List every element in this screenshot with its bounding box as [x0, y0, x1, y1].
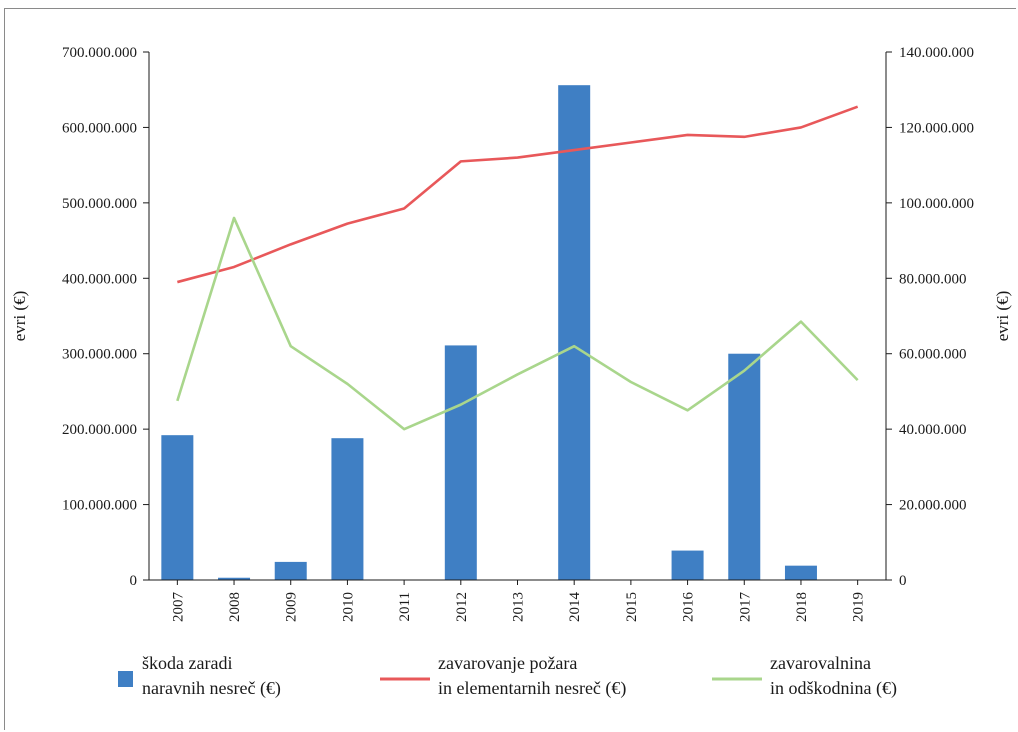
bar-2009 — [274, 561, 307, 580]
x-tick-label: 2017 — [737, 592, 753, 623]
bar-2016 — [671, 550, 704, 580]
x-tick-label: 2012 — [454, 592, 470, 622]
right-tick-label: 60.000.000 — [899, 347, 967, 363]
left-tick-label: 0 — [130, 573, 138, 589]
left-tick-label: 300.000.000 — [62, 347, 137, 363]
plot-area — [161, 85, 859, 580]
bar-2007 — [161, 435, 194, 580]
legend-swatch-bar — [118, 671, 133, 687]
right-tick-label: 120.000.000 — [899, 120, 974, 136]
line-series-1 — [177, 105, 859, 284]
x-tick-label: 2015 — [624, 592, 640, 622]
left-axis-title: evri (€) — [10, 291, 29, 342]
x-tick-label: 2007 — [170, 592, 186, 623]
left-tick-label: 100.000.000 — [62, 498, 137, 514]
bar-2014 — [558, 85, 591, 580]
x-tick-label: 2019 — [851, 592, 867, 622]
legend-label: škoda zaradi — [142, 653, 232, 673]
right-tick-label: 80.000.000 — [899, 271, 967, 287]
x-tick-label: 2013 — [511, 592, 527, 622]
bar-2017 — [728, 353, 761, 580]
x-tick-label: 2014 — [567, 592, 583, 623]
legend-label: naravnih nesreč (€) — [142, 678, 281, 699]
x-tick-label: 2016 — [681, 592, 697, 623]
x-tick-label: 2010 — [340, 592, 356, 622]
left-tick-label: 700.000.000 — [62, 45, 137, 61]
left-tick-label: 200.000.000 — [62, 422, 137, 438]
right-tick-label: 20.000.000 — [899, 498, 967, 514]
bar-2018 — [784, 565, 817, 580]
legend-label: in elementarnih nesreč (€) — [438, 678, 626, 699]
legend-label: zavarovanje požara — [438, 653, 577, 673]
legend: škoda zaradi naravnih nesreč (€) zavarovan… — [118, 653, 897, 699]
right-axis-title: evri (€) — [993, 291, 1012, 342]
legend-label: in odškodnina (€) — [770, 678, 897, 699]
right-tick-label: 100.000.000 — [899, 196, 974, 212]
legend-label: zavarovalnina — [770, 653, 871, 673]
left-tick-label: 500.000.000 — [62, 196, 137, 212]
bar-2012 — [444, 345, 477, 580]
bar-2008 — [218, 577, 251, 580]
bar-2010 — [331, 438, 364, 580]
x-tick-label: 2009 — [284, 592, 300, 622]
x-tick-label: 2011 — [397, 592, 413, 621]
x-tick-label: 2008 — [227, 592, 243, 622]
axes: 0 100.000.000 200.000.000 300.000.000 400.00… — [10, 45, 1012, 622]
x-tick-label: 2018 — [794, 592, 810, 622]
left-tick-label: 600.000.000 — [62, 120, 137, 136]
right-tick-label: 0 — [899, 573, 907, 589]
chart-frame — [4, 8, 1016, 730]
left-tick-label: 400.000.000 — [62, 271, 137, 287]
right-tick-label: 40.000.000 — [899, 422, 967, 438]
right-tick-label: 140.000.000 — [899, 45, 974, 61]
